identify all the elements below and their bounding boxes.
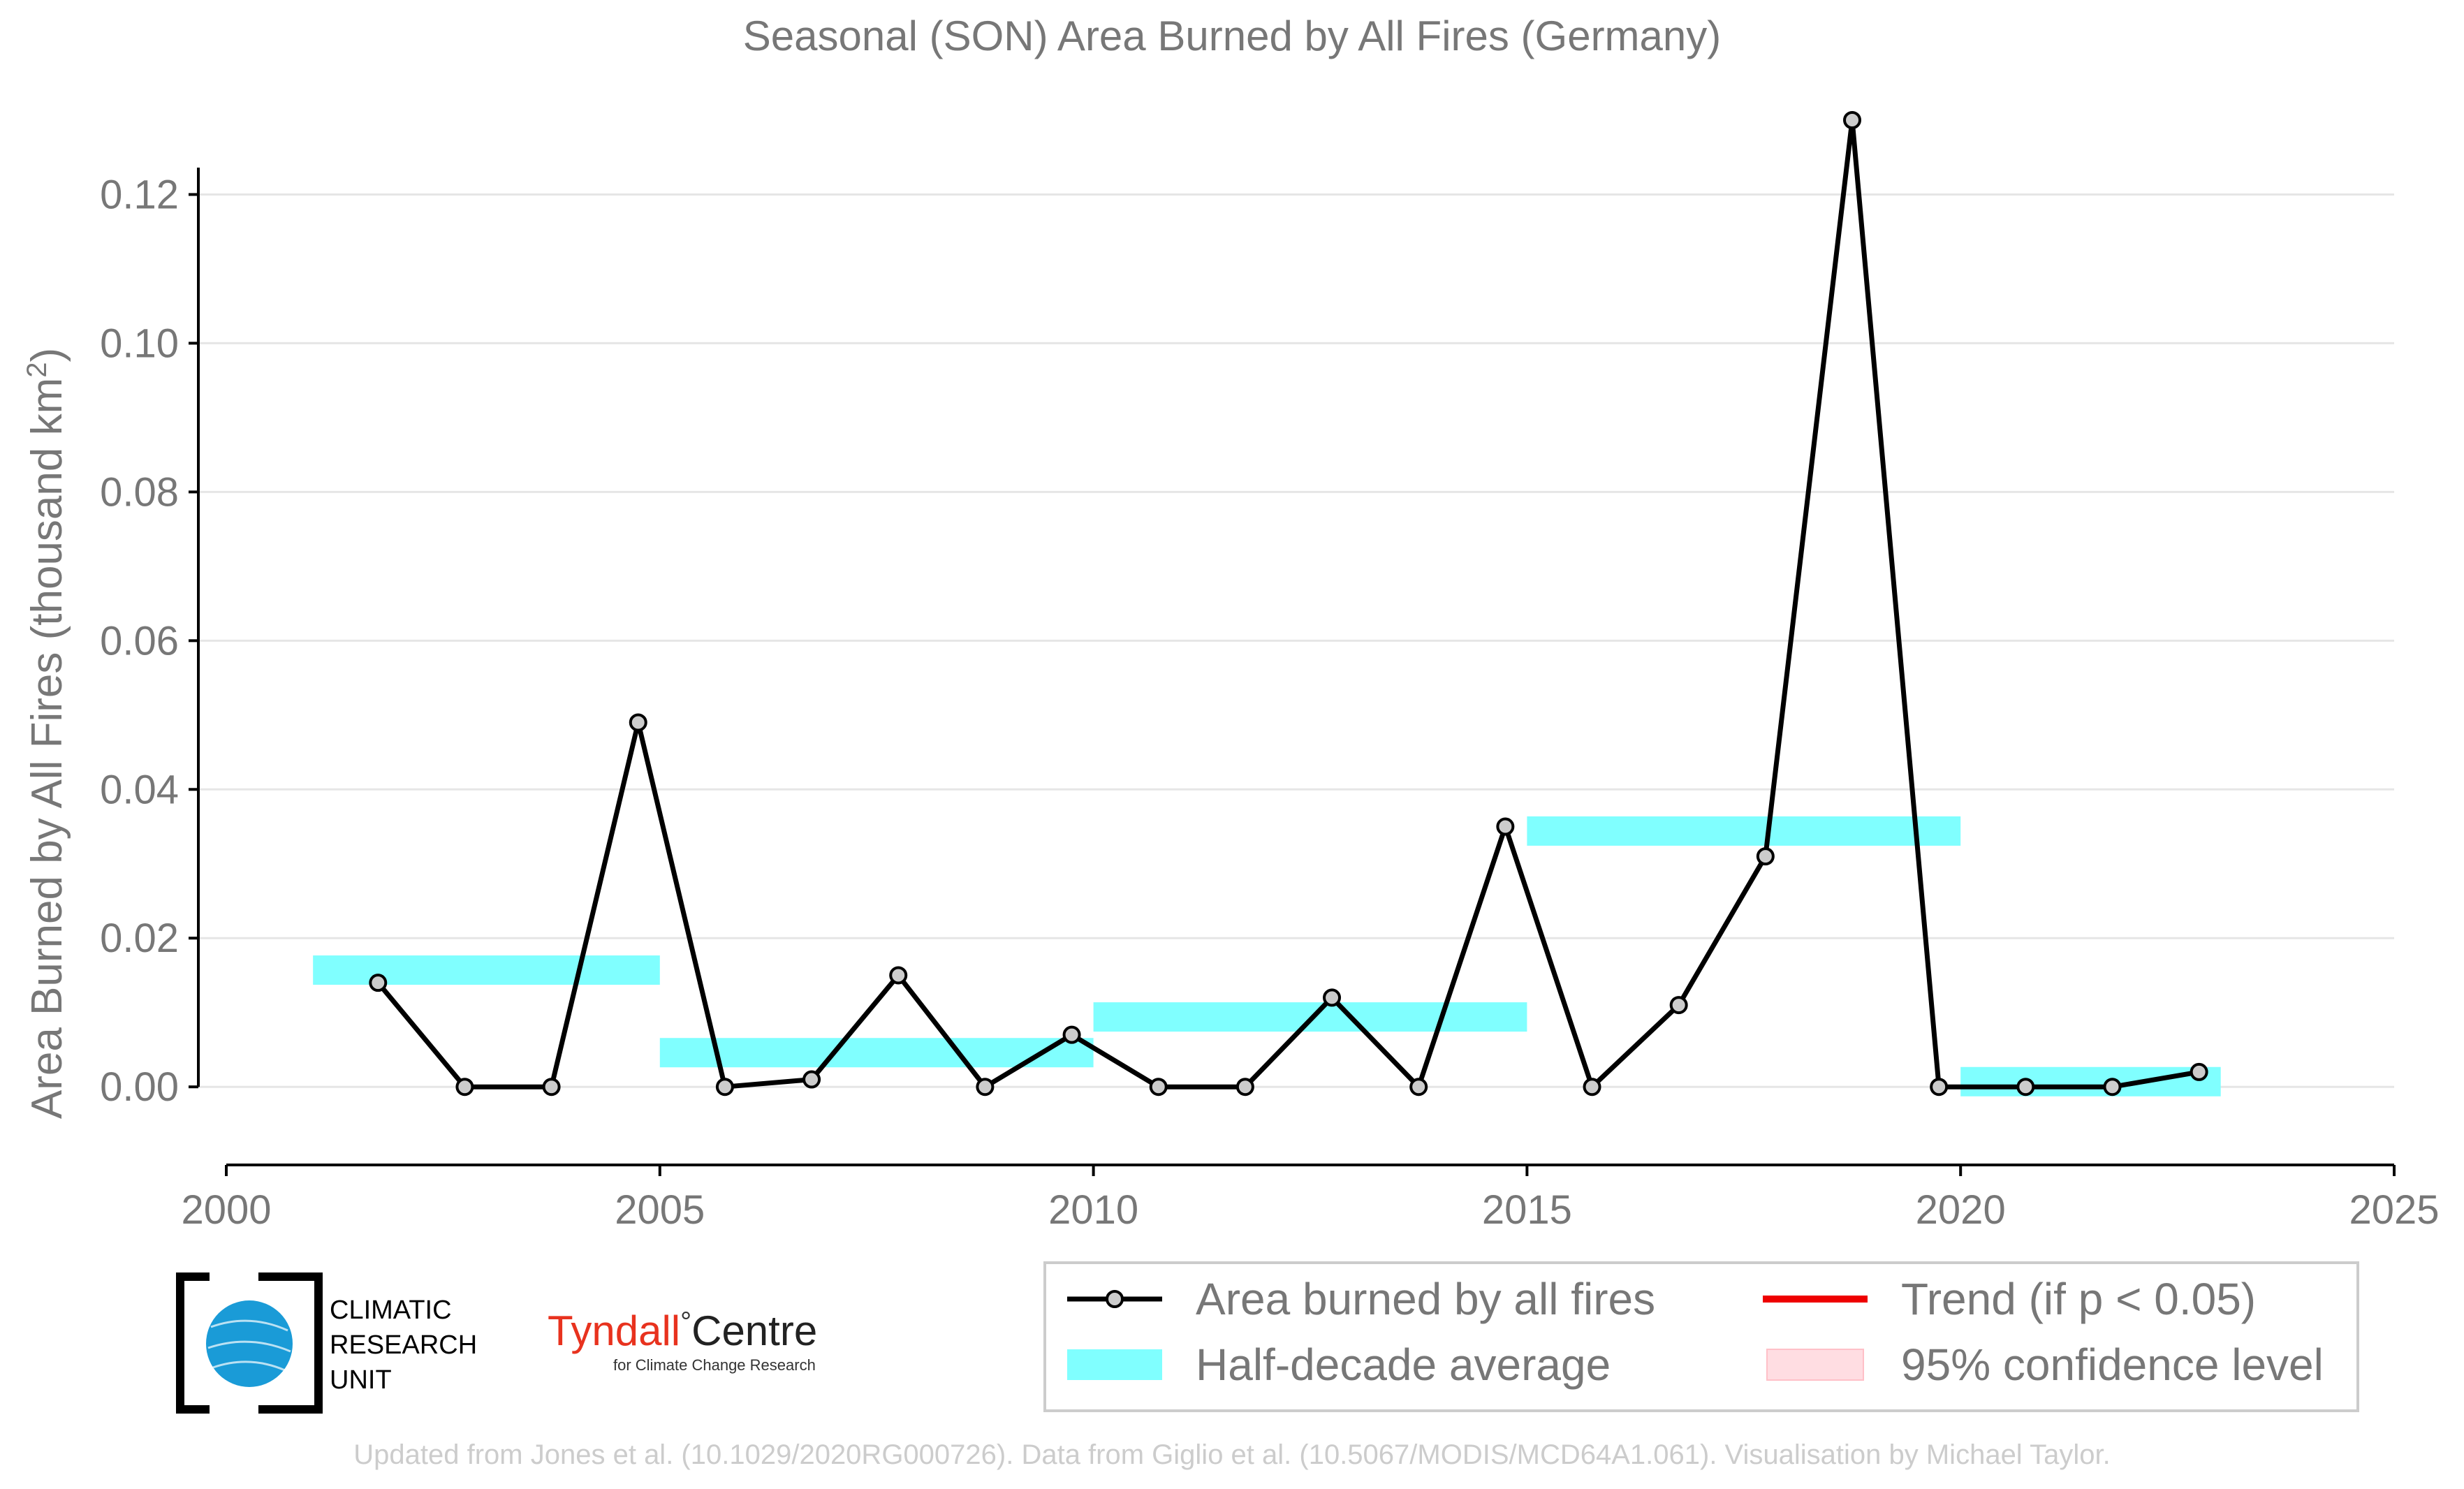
legend-label-area-burned: Area burned by all fires [1196,1274,1655,1324]
half-decade-average-bar [1960,1066,2221,1096]
area-burned-point [715,1078,734,1096]
legend: Area burned by all fires Trend (if p < 0… [1043,1261,2359,1412]
x-tick-label: 2010 [1048,1187,1138,1233]
legend-swatch-confidence [1766,1349,1864,1381]
x-tick-label: 2005 [615,1187,705,1233]
cru-logo: CLIMATIC RESEARCH UNIT [176,1272,477,1414]
tyndall-wordmark: Tyndall°Centre [548,1307,817,1354]
area-burned-point [1409,1078,1428,1096]
half-decade-average-bar [313,955,660,985]
cru-text-line1: CLIMATIC [330,1296,452,1325]
area-burned-point [1062,1025,1081,1044]
y-tick-label: 0.04 [100,767,179,812]
axes [189,168,2396,1176]
x-tick-label: 2020 [1916,1187,2006,1233]
area-burned-point [542,1078,561,1096]
y-tick-label: 0.12 [100,172,179,217]
area-burned-series [369,111,2208,1096]
x-tick-label: 2025 [2349,1187,2439,1233]
gridlines [198,193,2394,1088]
y-axis-label: Area Burned by All Fires (thousand km2) [22,348,71,1119]
tick-labels: 0.00 0.02 0.04 0.06 0.08 0.10 0.12 2000 2005 2010… [100,172,2439,1233]
y-tick-label: 0.08 [100,469,179,515]
area-burned-point [1235,1078,1254,1096]
legend-swatch-half-decade [1067,1349,1162,1380]
area-burned-point [889,966,908,985]
cru-text-line3: UNIT [330,1365,392,1395]
half-decade-average-bar [1527,816,1961,846]
area-burned-point [1756,847,1775,866]
area-burned-point [455,1078,474,1096]
legend-label-half-decade: Half-decade average [1196,1340,1611,1390]
area-burned-point [1669,996,1688,1015]
y-tick-label: 0.10 [100,321,179,366]
area-burned-point [2016,1078,2035,1096]
x-tick-label: 2000 [181,1187,271,1233]
area-burned-point [1930,1078,1949,1096]
area-burned-point [1496,817,1515,836]
tyndall-centre: Centre [691,1307,817,1354]
footer-credit: Updated from Jones et al. (10.1029/2020R… [353,1439,2110,1470]
y-tick-label: 0.02 [100,916,179,961]
legend-label-trend: Trend (if p < 0.05) [1901,1274,2256,1324]
tyndall-subtitle: for Climate Change Research [613,1356,816,1374]
area-burned-point [2103,1078,2122,1096]
area-burned-point [802,1070,821,1089]
area-burned-point [1323,988,1342,1007]
area-burned-point [1149,1078,1168,1096]
tyndall-logo: Tyndall°Centre for Climate Change Resear… [548,1307,817,1374]
cru-globe-lines [207,1319,291,1372]
area-burned-point [976,1078,995,1096]
area-burned-point [629,713,647,732]
y-tick-label: 0.06 [100,618,179,663]
legend-swatch-area-burned-marker [1106,1290,1124,1308]
area-burned-point [1583,1078,1601,1096]
area-burned-point [2190,1062,2208,1081]
y-tick-label: 0.00 [100,1064,179,1110]
area-burned-line [376,117,2200,1090]
cru-text-line2: RESEARCH [330,1330,477,1360]
cru-logo-frame [176,1272,323,1414]
y-axis-label-superscript: 2 [22,362,52,378]
legend-label-confidence: 95% confidence level [1901,1340,2324,1390]
legend-box [1043,1261,2359,1412]
tyndall-name: Tyndall [548,1307,680,1354]
area-burned-point [1843,111,1861,129]
chart-title: Seasonal (SON) Area Burned by All Fires … [743,13,1722,59]
area-burned-point [369,974,388,992]
tyndall-degree: ° [680,1307,691,1337]
x-tick-label: 2015 [1482,1187,1572,1233]
